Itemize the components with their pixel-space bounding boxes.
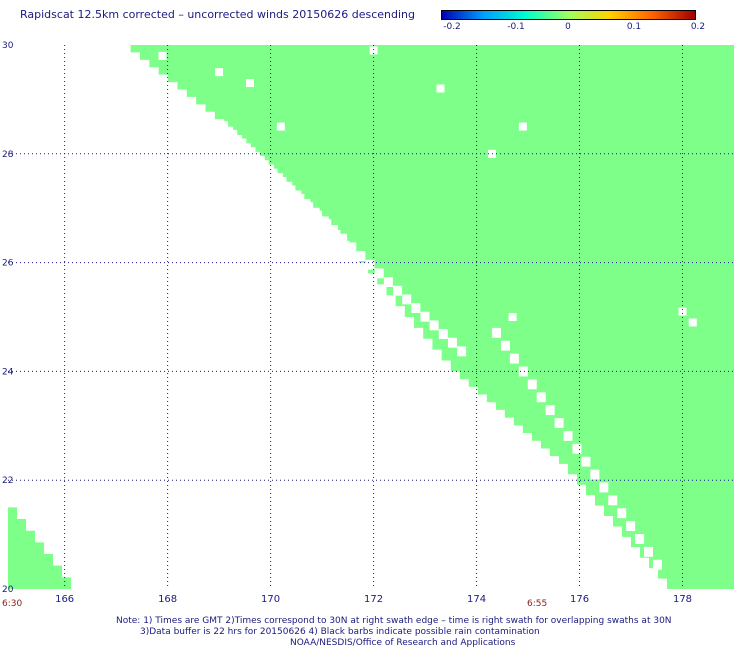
gap-cell-0-21: [411, 303, 421, 313]
gap-cell-1-18: [652, 559, 662, 570]
gap-cell-1-11: [590, 469, 600, 480]
x-tick-label-178: 178: [673, 594, 692, 605]
note-line-3: NOAA/NESDIS/Office of Research and Appli…: [290, 638, 516, 648]
swath-segment-1: [8, 507, 71, 589]
wind-difference-field: [8, 45, 734, 589]
gap-cell-0-23: [429, 320, 439, 331]
gap-cell-0-9: [301, 199, 311, 210]
gap-cell-0-22: [420, 311, 430, 322]
gap-cell-0-14: [347, 242, 357, 253]
x-tick-label-170: 170: [261, 594, 280, 605]
gap-cell-1-12: [599, 482, 609, 493]
mid-time-label: 6:55: [527, 599, 548, 609]
missing-point-1: [436, 84, 445, 93]
gap-cell-1-3: [518, 366, 528, 377]
gap-cell-0-18: [383, 277, 393, 288]
colorbar-label-zero: 0: [565, 22, 571, 32]
y-tick-label-30: 30: [2, 41, 14, 51]
colorbar: [441, 10, 696, 20]
gap-cell-0-12: [328, 225, 338, 236]
missing-point-6: [688, 318, 697, 327]
gap-cell-0-1: [228, 129, 238, 140]
gap-cell-0-24: [438, 329, 448, 339]
gap-cell-1-9: [572, 443, 582, 454]
axis-ticks: 166 168 170 172 174 176 178 20 22 24 26 28 30: [2, 41, 692, 605]
gap-cell-0-4: [255, 155, 265, 166]
gap-cell-1-4: [527, 379, 537, 390]
y-tick-label-28: 28: [2, 150, 14, 160]
x-tick-label-176: 176: [570, 594, 589, 605]
missing-point-0: [369, 46, 378, 55]
missing-point-10: [246, 79, 254, 88]
gap-cell-0-15: [356, 251, 366, 262]
gap-cell-1-16: [635, 534, 645, 544]
gap-cell-0-2: [237, 138, 247, 149]
gap-cell-1-2: [509, 353, 519, 364]
gap-cell-0-17: [374, 268, 384, 279]
y-tick-label-22: 22: [2, 476, 13, 486]
gap-cell-1-5: [536, 392, 546, 403]
gap-cell-0-7: [283, 181, 293, 192]
chart-title: Rapidscat 12.5km corrected – uncorrected…: [20, 8, 416, 21]
gap-cell-1-0: [492, 327, 501, 338]
gap-cell-1-6: [545, 405, 555, 416]
gap-cell-1-13: [608, 495, 618, 506]
gap-cell-1-10: [581, 456, 591, 467]
missing-point-2: [518, 122, 527, 131]
gap-cell-0-0: [219, 121, 229, 132]
gap-cell-0-11: [319, 216, 329, 227]
colorbar-label-neg: -0.1: [507, 22, 525, 32]
gap-cell-1-15: [626, 521, 636, 532]
gap-cell-1-8: [563, 430, 573, 441]
missing-point-8: [158, 51, 167, 60]
x-tick-label-166: 166: [55, 594, 74, 605]
gap-cell-0-20: [402, 294, 412, 305]
x-tick-label-174: 174: [467, 594, 486, 605]
y-tick-label-24: 24: [2, 367, 14, 377]
start-time-label: 6:30: [2, 599, 23, 609]
colorbar-label-max: 0.2: [690, 22, 706, 32]
gap-cell-0-6: [274, 173, 284, 184]
gap-cell-0-25: [447, 337, 457, 348]
gap-cell-0-10: [310, 207, 320, 218]
missing-point-5: [678, 307, 687, 316]
gap-cell-0-13: [338, 233, 348, 244]
note-line-1: Note: 1) Times are GMT 2)Times correspon…: [116, 616, 672, 626]
gap-cell-0-8: [292, 190, 302, 201]
gap-cell-0-3: [246, 147, 256, 158]
missing-point-7: [276, 122, 285, 131]
note-line-2: 3)Data buffer is 22 hrs for 20150626 4) …: [140, 627, 540, 637]
gap-cell-0-26: [457, 346, 467, 357]
y-tick-label-20: 20: [2, 585, 14, 595]
gap-cell-0-16: [365, 259, 375, 270]
gap-cell-1-17: [644, 546, 654, 557]
gap-cell-0-19: [393, 285, 403, 296]
gap-cell-1-7: [554, 418, 564, 428]
missing-point-9: [215, 68, 224, 77]
grid-lines: [8, 45, 734, 589]
colorbar-label-pos: 0.1: [626, 22, 642, 32]
y-tick-label-26: 26: [2, 259, 14, 269]
gap-cell-1-1: [500, 340, 510, 351]
missing-point-4: [508, 313, 517, 321]
colorbar-label-min: -0.2: [443, 22, 461, 32]
gap-cell-1-14: [617, 508, 627, 519]
colorbar-labels: -0.2 -0.1 0 0.1 0.2: [0, 22, 740, 34]
x-tick-label-172: 172: [364, 594, 383, 605]
gap-cell-0-5: [264, 164, 274, 175]
x-tick-label-168: 168: [158, 594, 177, 605]
